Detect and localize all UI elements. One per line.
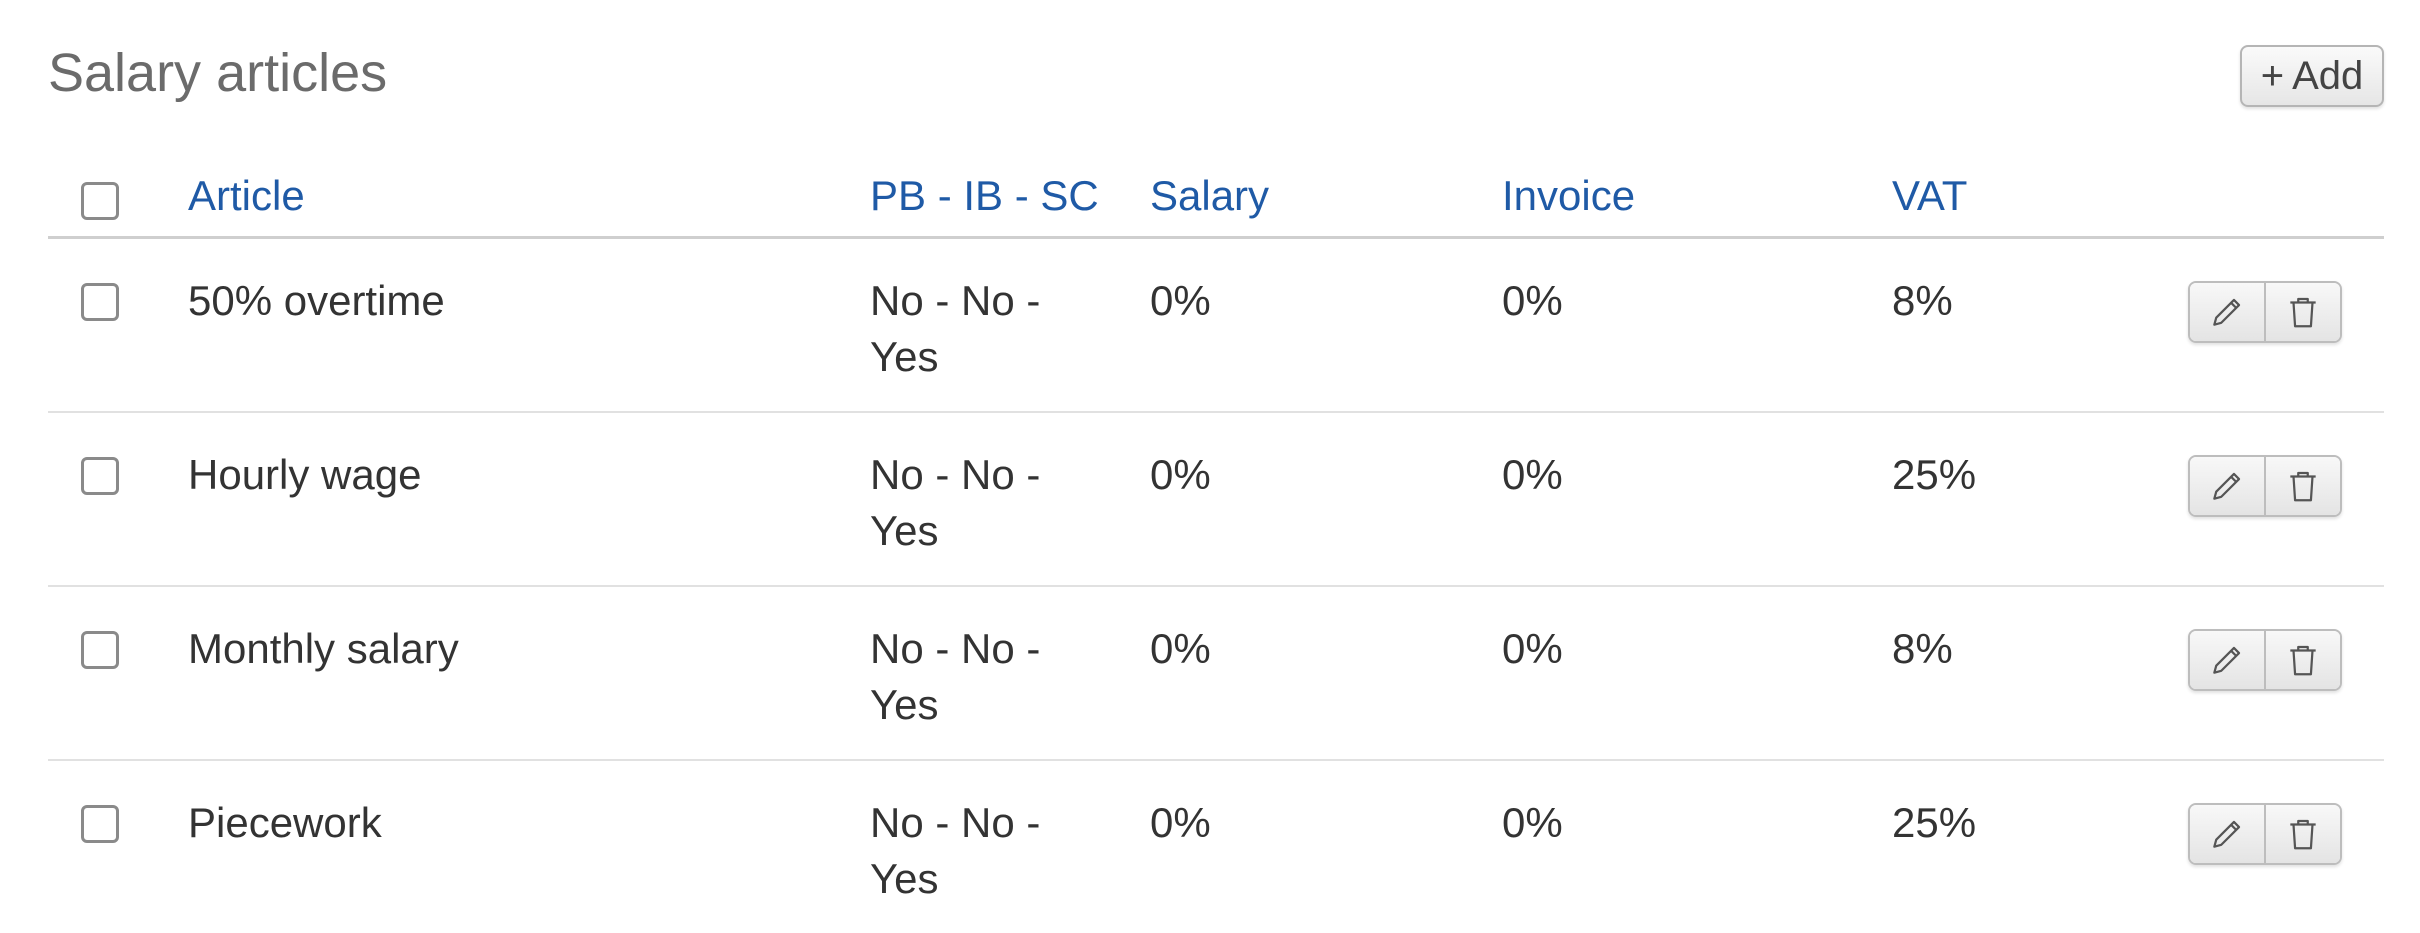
article-salary: 0% (1150, 237, 1502, 413)
add-button[interactable]: + Add (2240, 45, 2384, 107)
edit-button[interactable] (2190, 805, 2264, 863)
article-name: Piecework (188, 799, 382, 846)
delete-button[interactable] (2264, 805, 2340, 863)
row-actions (2188, 803, 2342, 865)
article-vat: 8% (1892, 237, 2192, 413)
article-invoice: 0% (1502, 586, 1892, 761)
row-checkbox[interactable] (81, 457, 119, 495)
article-flags: No - No - Yes (870, 451, 1041, 554)
salary-articles-panel: Salary articles + Add Article PB - IB - … (48, 43, 2384, 902)
article-invoice: 0% (1502, 412, 1892, 587)
select-all-cell (48, 156, 188, 239)
delete-button[interactable] (2264, 457, 2340, 515)
table-row: Piecework No - No - Yes 0% 0% 25% (48, 760, 2384, 933)
article-invoice: 0% (1502, 237, 1892, 413)
article-name: Monthly salary (188, 586, 870, 761)
edit-button[interactable] (2190, 283, 2264, 341)
article-flags: No - No - Yes (870, 625, 1041, 728)
article-vat: 8% (1892, 586, 2192, 761)
plus-icon: + (2260, 54, 2285, 98)
row-checkbox[interactable] (81, 283, 119, 321)
column-header-actions (2192, 156, 2384, 239)
article-name: Hourly wage (188, 412, 870, 587)
table-row: 50% overtime No - No - Yes 0% 0% 8% (48, 237, 2384, 413)
trash-icon (2290, 645, 2316, 676)
pencil-icon (2213, 472, 2241, 500)
table-row: Hourly wage No - No - Yes 0% 0% 25% (48, 412, 2384, 587)
column-header-vat[interactable]: VAT (1892, 156, 2192, 239)
article-salary: 0% (1150, 586, 1502, 761)
row-actions (2188, 281, 2342, 343)
delete-button[interactable] (2264, 631, 2340, 689)
article-vat: 25% (1892, 799, 1977, 846)
pencil-icon (2213, 820, 2241, 848)
edit-button[interactable] (2190, 457, 2264, 515)
delete-button[interactable] (2264, 283, 2340, 341)
column-header-salary[interactable]: Salary (1150, 156, 1502, 239)
pencil-icon (2213, 298, 2241, 326)
edit-button[interactable] (2190, 631, 2264, 689)
row-checkbox[interactable] (81, 631, 119, 669)
trash-icon (2290, 471, 2316, 502)
page-title: Salary articles (48, 43, 388, 103)
article-salary: 0% (1150, 799, 1211, 846)
column-header-article[interactable]: Article (188, 156, 870, 239)
table-header-row: Article PB - IB - SC Salary Invoice VAT (48, 156, 2384, 239)
salary-articles-table: Article PB - IB - SC Salary Invoice VAT … (48, 156, 2384, 933)
article-invoice: 0% (1502, 799, 1563, 846)
row-actions (2188, 629, 2342, 691)
trash-icon (2290, 819, 2316, 850)
article-flags: No - No - Yes (870, 799, 1041, 902)
row-actions (2188, 455, 2342, 517)
article-salary: 0% (1150, 412, 1502, 587)
row-checkbox[interactable] (81, 805, 119, 843)
column-header-invoice[interactable]: Invoice (1502, 156, 1892, 239)
article-name: 50% overtime (188, 237, 870, 413)
add-button-label: Add (2292, 53, 2364, 98)
article-flags: No - No - Yes (870, 277, 1041, 380)
pencil-icon (2213, 646, 2241, 674)
column-header-flags[interactable]: PB - IB - SC (870, 156, 1150, 239)
article-vat: 25% (1892, 412, 2192, 587)
trash-icon (2290, 297, 2316, 328)
table-row: Monthly salary No - No - Yes 0% 0% 8% (48, 586, 2384, 761)
select-all-checkbox[interactable] (81, 182, 119, 221)
